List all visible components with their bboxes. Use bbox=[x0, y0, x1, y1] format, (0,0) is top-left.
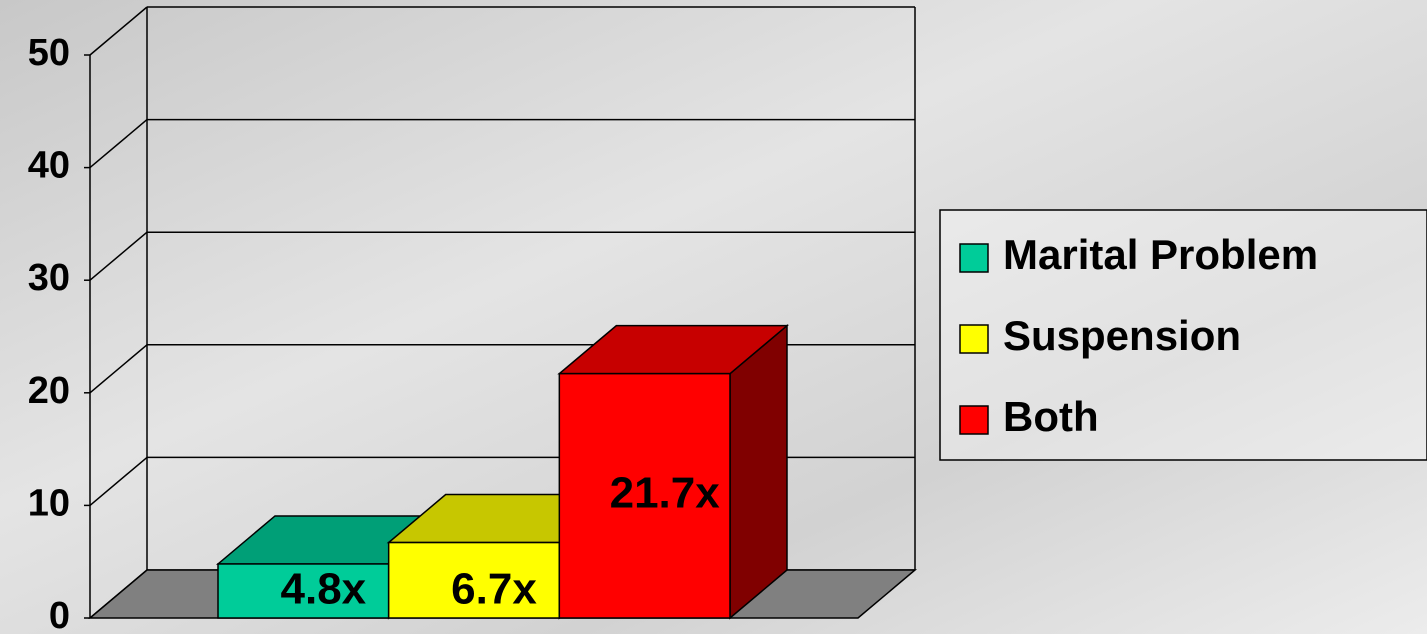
tick-diagonal bbox=[89, 6, 148, 56]
tick-diagonal bbox=[89, 456, 148, 506]
y-tick-label: 40 bbox=[28, 145, 70, 187]
bar bbox=[387, 541, 561, 619]
y-tick-label: 20 bbox=[28, 370, 70, 412]
value-label: 6.7x bbox=[451, 565, 537, 614]
bar-side bbox=[729, 324, 788, 620]
legend-label: Suspension bbox=[1003, 312, 1241, 359]
tick-diagonal bbox=[89, 344, 148, 394]
bar bbox=[558, 372, 731, 619]
tick-diagonal bbox=[89, 231, 148, 281]
y-tick-label: 30 bbox=[28, 257, 70, 299]
legend-swatch bbox=[959, 324, 989, 354]
legend-label: Both bbox=[1003, 393, 1099, 440]
y-tick-label: 10 bbox=[28, 482, 70, 524]
legend-swatch bbox=[959, 243, 989, 273]
legend-box bbox=[939, 209, 1427, 461]
y-tick-label: 0 bbox=[49, 595, 70, 634]
value-label: 4.8x bbox=[281, 565, 367, 614]
value-label: 21.7x bbox=[610, 468, 721, 517]
legend-label: Marital Problem bbox=[1003, 231, 1318, 278]
legend-swatch bbox=[959, 405, 989, 435]
tick-diagonal bbox=[89, 119, 148, 169]
y-tick-label: 50 bbox=[28, 32, 70, 74]
